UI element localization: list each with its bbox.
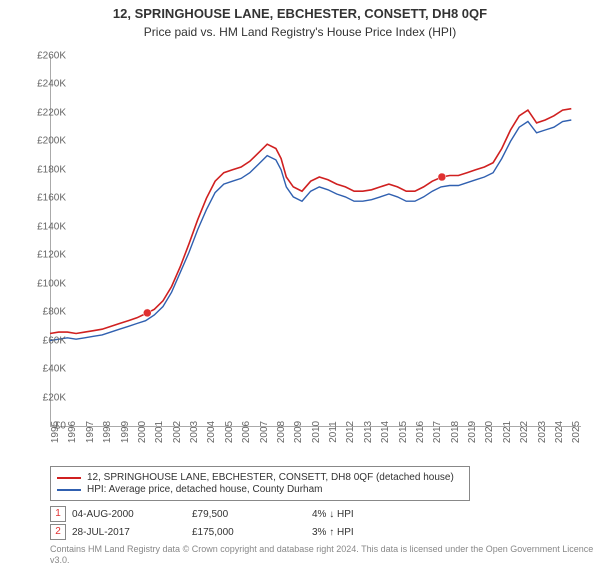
x-tick-label: 2024 [554, 421, 565, 443]
y-tick-label: £100K [20, 278, 66, 289]
x-tick-label: 2005 [224, 421, 235, 443]
y-tick-label: £40K [20, 364, 66, 375]
x-tick-label: 2013 [363, 421, 374, 443]
legend-label: HPI: Average price, detached house, Coun… [87, 484, 323, 495]
x-tick-label: 2004 [206, 421, 217, 443]
legend: 12, SPRINGHOUSE LANE, EBCHESTER, CONSETT… [50, 466, 470, 501]
y-tick-label: £200K [20, 136, 66, 147]
legend-swatch-red [57, 477, 81, 479]
sale-badge: 2 [50, 524, 66, 540]
x-tick-label: 2023 [537, 421, 548, 443]
x-tick-label: 2012 [345, 421, 356, 443]
x-tick-label: 2015 [398, 421, 409, 443]
chart-container: 12, SPRINGHOUSE LANE, EBCHESTER, CONSETT… [0, 6, 600, 566]
x-tick-label: 2025 [571, 421, 582, 443]
attribution: Contains HM Land Registry data © Crown c… [50, 544, 600, 566]
x-tick-label: 2007 [259, 421, 270, 443]
series-line [50, 120, 571, 341]
y-tick-label: £20K [20, 392, 66, 403]
sale-row-2: 2 28-JUL-2017 £175,000 3% ↑ HPI [50, 524, 402, 540]
title-main: 12, SPRINGHOUSE LANE, EBCHESTER, CONSETT… [0, 6, 600, 21]
x-tick-label: 2000 [137, 421, 148, 443]
sale-delta: 4% ↓ HPI [312, 509, 402, 520]
x-tick-label: 2020 [484, 421, 495, 443]
x-tick-label: 1996 [67, 421, 78, 443]
x-tick-label: 2010 [311, 421, 322, 443]
y-tick-label: £60K [20, 335, 66, 346]
x-tick-label: 2017 [432, 421, 443, 443]
y-tick-label: £260K [20, 51, 66, 62]
title-sub: Price paid vs. HM Land Registry's House … [0, 25, 600, 39]
x-tick-label: 2003 [189, 421, 200, 443]
legend-swatch-blue [57, 489, 81, 491]
y-tick-label: £80K [20, 307, 66, 318]
sale-badge: 1 [50, 506, 66, 522]
sale-price: £79,500 [192, 509, 282, 520]
sale-marker-dot [438, 173, 446, 181]
x-tick-label: 2008 [276, 421, 287, 443]
y-tick-label: £180K [20, 164, 66, 175]
x-tick-label: 1997 [85, 421, 96, 443]
x-tick-label: 2021 [502, 421, 513, 443]
x-tick-label: 2006 [241, 421, 252, 443]
legend-row: 12, SPRINGHOUSE LANE, EBCHESTER, CONSETT… [57, 472, 463, 483]
sale-row-1: 1 04-AUG-2000 £79,500 4% ↓ HPI [50, 506, 402, 522]
line-series-layer [50, 56, 580, 426]
sale-delta: 3% ↑ HPI [312, 527, 402, 538]
y-tick-label: £140K [20, 221, 66, 232]
x-tick-label: 1998 [102, 421, 113, 443]
y-tick-label: £240K [20, 79, 66, 90]
legend-row: HPI: Average price, detached house, Coun… [57, 484, 463, 495]
x-tick-label: 2018 [450, 421, 461, 443]
sale-date: 28-JUL-2017 [72, 527, 162, 538]
x-tick-label: 2001 [154, 421, 165, 443]
legend-label: 12, SPRINGHOUSE LANE, EBCHESTER, CONSETT… [87, 472, 454, 483]
x-tick-label: 2016 [415, 421, 426, 443]
x-tick-label: 2014 [380, 421, 391, 443]
x-tick-label: 2022 [519, 421, 530, 443]
y-tick-label: £220K [20, 107, 66, 118]
x-tick-label: 1995 [50, 421, 61, 443]
y-tick-label: £160K [20, 193, 66, 204]
x-tick-label: 2002 [172, 421, 183, 443]
x-tick-label: 2011 [328, 421, 339, 443]
x-tick-label: 2019 [467, 421, 478, 443]
sale-price: £175,000 [192, 527, 282, 538]
y-tick-label: £120K [20, 250, 66, 261]
series-line [50, 109, 571, 334]
x-tick-label: 1999 [120, 421, 131, 443]
x-tick-label: 2009 [293, 421, 304, 443]
sale-marker-dot [143, 309, 151, 317]
sale-date: 04-AUG-2000 [72, 509, 162, 520]
